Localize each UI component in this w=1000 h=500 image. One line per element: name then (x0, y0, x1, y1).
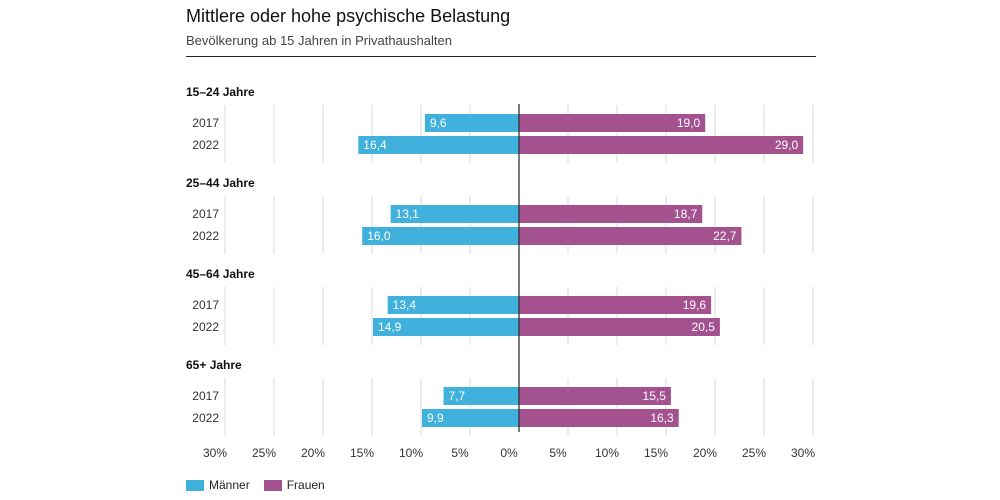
legend-label-maenner: Männer (209, 478, 250, 492)
bar-maenner (390, 205, 519, 223)
bar-label-maenner: 16,4 (363, 138, 387, 152)
chart-title: Mittlere oder hohe psychische Belastung (186, 6, 511, 26)
bar-label-maenner: 7,7 (449, 389, 466, 403)
bar-label-frauen: 22,7 (713, 229, 737, 243)
year-label: 2017 (192, 298, 219, 312)
year-label: 2017 (192, 116, 219, 130)
legend-item-maenner: Männer (186, 478, 250, 492)
group-label: 45–64 Jahre (186, 267, 255, 281)
x-tick-label: 5% (549, 446, 567, 460)
bar-label-maenner: 14,9 (378, 320, 402, 334)
legend: Männer Frauen (186, 478, 325, 492)
x-tick-label: 30% (203, 446, 227, 460)
x-tick-label: 15% (644, 446, 668, 460)
legend-swatch-frauen (263, 479, 282, 491)
x-tick-label: 30% (791, 446, 815, 460)
x-tick-label: 25% (742, 446, 766, 460)
bar-label-maenner: 13,4 (393, 298, 417, 312)
bar-frauen (519, 387, 671, 405)
diverging-bar-chart: 15–24 Jahre 2017 9,6 19,0 2022 16,4 29,0 25–44 … (186, 85, 815, 460)
x-tick-label: 20% (301, 446, 325, 460)
bar-frauen (519, 227, 742, 245)
bar-label-frauen: 15,5 (643, 389, 667, 403)
bar-label-frauen: 20,5 (692, 320, 716, 334)
bar-frauen (519, 296, 712, 314)
bar-maenner (358, 136, 519, 154)
bar-maenner (372, 318, 519, 336)
year-label: 2022 (192, 229, 219, 243)
group-label: 65+ Jahre (186, 358, 242, 372)
bar-label-frauen: 19,0 (677, 116, 701, 130)
year-label: 2017 (192, 207, 219, 221)
bar-label-frauen: 18,7 (674, 207, 698, 221)
bar-maenner (362, 227, 519, 245)
bar-frauen (519, 318, 720, 336)
bar-label-frauen: 29,0 (775, 138, 799, 152)
bar-label-maenner: 9,6 (430, 116, 447, 130)
bar-maenner (421, 409, 519, 427)
bar-label-frauen: 16,3 (650, 411, 674, 425)
x-tick-label: 20% (693, 446, 717, 460)
chart-subtitle: Bevölkerung ab 15 Jahren in Privathausha… (186, 33, 452, 48)
x-tick-label: 15% (350, 446, 374, 460)
bar-maenner (443, 387, 519, 405)
year-label: 2022 (192, 320, 219, 334)
x-tick-label: 10% (399, 446, 423, 460)
legend-item-frauen: Frauen (263, 478, 325, 492)
year-label: 2022 (192, 411, 219, 425)
bar-frauen (519, 205, 703, 223)
legend-label-frauen: Frauen (286, 478, 325, 492)
x-tick-label: 25% (252, 446, 276, 460)
bar-frauen (519, 136, 804, 154)
year-label: 2022 (192, 138, 219, 152)
group-label: 25–44 Jahre (186, 176, 255, 190)
x-tick-label: 5% (451, 446, 469, 460)
bar-maenner (387, 296, 519, 314)
bar-frauen (519, 409, 679, 427)
bar-maenner (424, 114, 519, 132)
legend-swatch-maenner (186, 479, 204, 491)
x-tick-label: 0% (500, 446, 518, 460)
group-label: 15–24 Jahre (186, 85, 255, 99)
bar-label-maenner: 13,1 (396, 207, 420, 221)
bar-label-maenner: 9,9 (427, 411, 444, 425)
bar-label-maenner: 16,0 (367, 229, 391, 243)
x-tick-label: 10% (595, 446, 619, 460)
year-label: 2017 (192, 389, 219, 403)
bar-label-frauen: 19,6 (683, 298, 707, 312)
title-rule (186, 56, 816, 57)
bar-frauen (519, 114, 706, 132)
